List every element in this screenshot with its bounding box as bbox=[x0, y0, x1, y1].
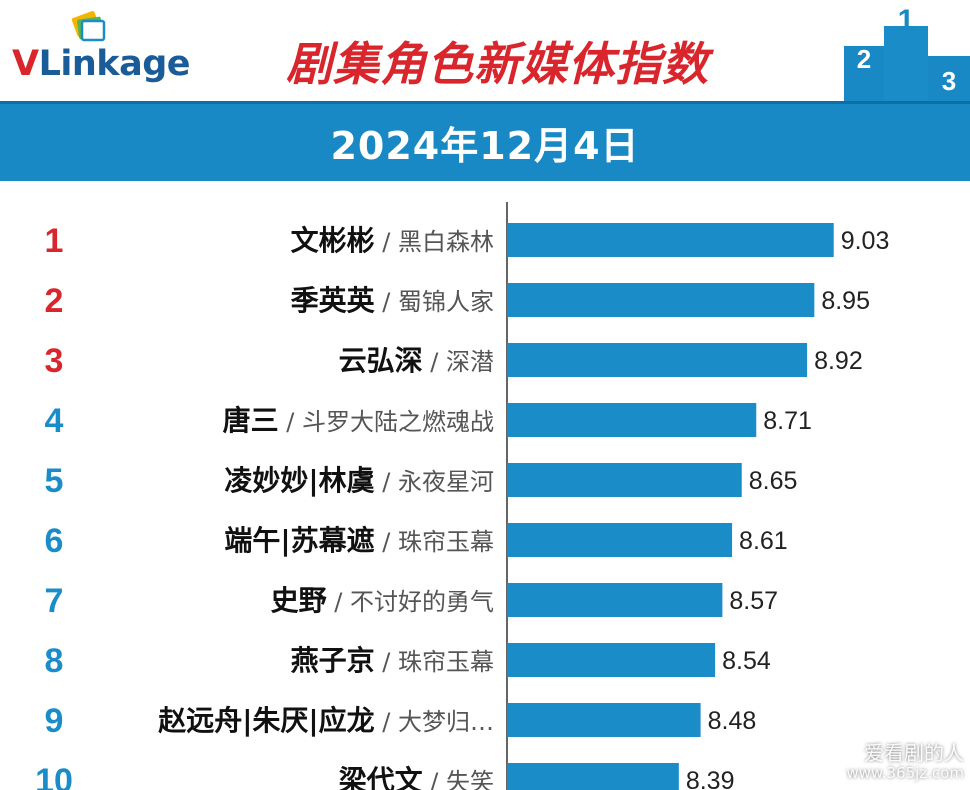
bar-label: 文彬彬 / 黑白森林 bbox=[291, 224, 494, 257]
vlinkage-logo: VLinkage bbox=[12, 10, 222, 90]
rank-number: 9 bbox=[45, 702, 64, 740]
value-label: 9.03 bbox=[841, 227, 890, 255]
show-name: 黑白森林 bbox=[398, 228, 494, 256]
show-name: 珠帘玉幕 bbox=[398, 648, 494, 676]
bar-label: 燕子京 / 珠帘玉幕 bbox=[291, 644, 494, 677]
rank-number: 3 bbox=[45, 342, 64, 380]
value-label: 8.71 bbox=[763, 407, 812, 435]
watermark: 爱看剧的人 www.365jz.com bbox=[846, 740, 964, 782]
role-name: 赵远舟|朱厌|应龙 bbox=[157, 704, 374, 737]
label-separator: / bbox=[375, 708, 398, 736]
value-label: 8.54 bbox=[722, 647, 771, 675]
label-separator: / bbox=[279, 408, 302, 436]
label-separator: / bbox=[375, 228, 398, 256]
label-separator: / bbox=[375, 528, 398, 556]
bar-label: 凌妙妙|林虞 / 永夜星河 bbox=[224, 464, 494, 497]
bar-label: 季英英 / 蜀锦人家 bbox=[291, 284, 494, 317]
bar bbox=[507, 463, 742, 497]
chart-rows: 1 文彬彬 / 黑白森林 9.03 2 季英英 / 蜀锦人家 8.95 3 云弘深 / 深潜 8… bbox=[35, 222, 889, 790]
rank-number: 2 bbox=[45, 282, 64, 320]
show-name: 失笑 bbox=[446, 768, 494, 790]
watermark-line1: 爱看剧的人 bbox=[864, 740, 964, 765]
value-label: 8.57 bbox=[729, 587, 778, 615]
role-name: 季英英 bbox=[291, 284, 376, 317]
rank-number: 6 bbox=[45, 522, 64, 560]
show-name: 珠帘玉幕 bbox=[398, 528, 494, 556]
bar bbox=[507, 343, 808, 377]
role-name: 史野 bbox=[271, 584, 327, 617]
bar-label: 云弘深 / 深潜 bbox=[339, 344, 494, 377]
role-name: 云弘深 bbox=[339, 344, 423, 377]
value-label: 8.39 bbox=[686, 767, 735, 790]
rank-number: 10 bbox=[35, 762, 73, 790]
bar bbox=[507, 223, 834, 257]
rank-number: 8 bbox=[45, 642, 64, 680]
rank-number: 4 bbox=[45, 402, 64, 440]
watermark-line2: www.365jz.com bbox=[846, 763, 964, 782]
bar bbox=[507, 703, 701, 737]
podium-label-3: 3 bbox=[942, 66, 956, 96]
show-name: 永夜星河 bbox=[398, 468, 494, 496]
podium-label-1: 1 bbox=[898, 8, 915, 37]
role-name: 凌妙妙|林虞 bbox=[224, 464, 374, 497]
label-separator: / bbox=[423, 768, 446, 790]
role-name: 文彬彬 bbox=[291, 224, 375, 257]
value-label: 8.95 bbox=[821, 287, 870, 315]
role-name: 唐三 bbox=[223, 404, 279, 437]
value-label: 8.65 bbox=[749, 467, 798, 495]
label-separator: / bbox=[423, 348, 446, 376]
bar-label: 梁代文 / 失笑 bbox=[338, 764, 494, 790]
podium-label-2: 2 bbox=[857, 44, 871, 74]
bar bbox=[507, 763, 679, 790]
label-separator: / bbox=[375, 288, 398, 316]
label-separator: / bbox=[327, 588, 350, 616]
show-name: 不讨好的勇气 bbox=[350, 588, 494, 616]
header: VLinkage 剧集角色新媒体指数 2 1 3 bbox=[0, 0, 970, 102]
bar bbox=[507, 403, 757, 437]
bar-label: 史野 / 不讨好的勇气 bbox=[271, 584, 494, 617]
show-name: 蜀锦人家 bbox=[398, 288, 494, 316]
role-name: 燕子京 bbox=[291, 644, 375, 677]
show-name: 斗罗大陆之燃魂战 bbox=[302, 408, 494, 436]
show-name: 深潜 bbox=[446, 348, 494, 376]
rank-number: 1 bbox=[45, 222, 64, 260]
bar-label: 端午|苏幕遮 / 珠帘玉幕 bbox=[224, 524, 494, 557]
rank-number: 5 bbox=[45, 462, 64, 500]
bar bbox=[507, 643, 716, 677]
role-name: 端午|苏幕遮 bbox=[224, 524, 374, 557]
rank-number: 7 bbox=[45, 582, 64, 620]
ranking-bar-chart: 1 文彬彬 / 黑白森林 9.03 2 季英英 / 蜀锦人家 8.95 3 云弘深 / 深潜 8… bbox=[35, 202, 889, 790]
page-title: 剧集角色新媒体指数 bbox=[286, 37, 709, 91]
bar bbox=[507, 583, 723, 617]
logo-cards-icon bbox=[71, 11, 106, 42]
role-name: 梁代文 bbox=[338, 764, 423, 790]
label-separator: / bbox=[375, 648, 398, 676]
value-label: 8.48 bbox=[708, 707, 757, 735]
logo-text: VLinkage bbox=[12, 44, 191, 84]
value-label: 8.61 bbox=[739, 527, 788, 555]
podium-icon: 2 1 3 bbox=[844, 8, 970, 102]
bar-label: 赵远舟|朱厌|应龙 / 大梦归… bbox=[157, 704, 494, 737]
label-separator: / bbox=[375, 468, 398, 496]
bar bbox=[507, 283, 815, 317]
show-name: 大梦归… bbox=[398, 708, 494, 736]
date-banner: 2024年12月4日 bbox=[0, 101, 970, 181]
bar bbox=[507, 523, 733, 557]
banner-date: 2024年12月4日 bbox=[330, 124, 640, 168]
value-label: 8.92 bbox=[814, 347, 863, 375]
bar-label: 唐三 / 斗罗大陆之燃魂战 bbox=[223, 404, 494, 437]
